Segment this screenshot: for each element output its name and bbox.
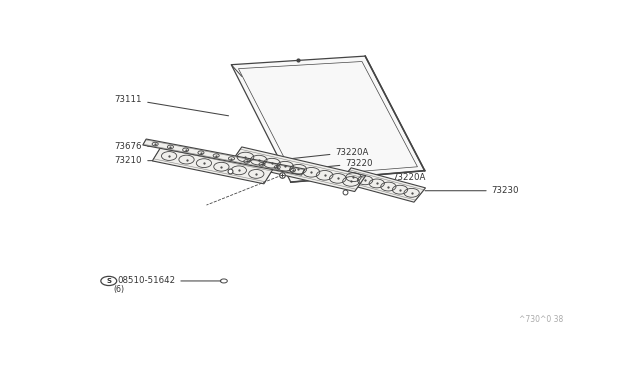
Polygon shape (143, 139, 305, 175)
Text: 73220: 73220 (303, 159, 373, 169)
Text: ^730^0 38: ^730^0 38 (519, 315, 564, 324)
Text: 73210: 73210 (115, 156, 177, 165)
Text: 73220A: 73220A (368, 173, 426, 182)
Text: 73220A: 73220A (289, 148, 369, 159)
Text: 73111: 73111 (115, 94, 228, 116)
Text: S: S (106, 278, 111, 284)
Polygon shape (231, 56, 425, 182)
Text: 73676: 73676 (115, 142, 172, 151)
Polygon shape (230, 147, 366, 192)
Text: 08510-51642: 08510-51642 (117, 276, 221, 285)
Polygon shape (152, 146, 273, 184)
Text: 73230: 73230 (425, 186, 519, 195)
Polygon shape (340, 168, 426, 202)
Text: (6): (6) (114, 285, 125, 294)
